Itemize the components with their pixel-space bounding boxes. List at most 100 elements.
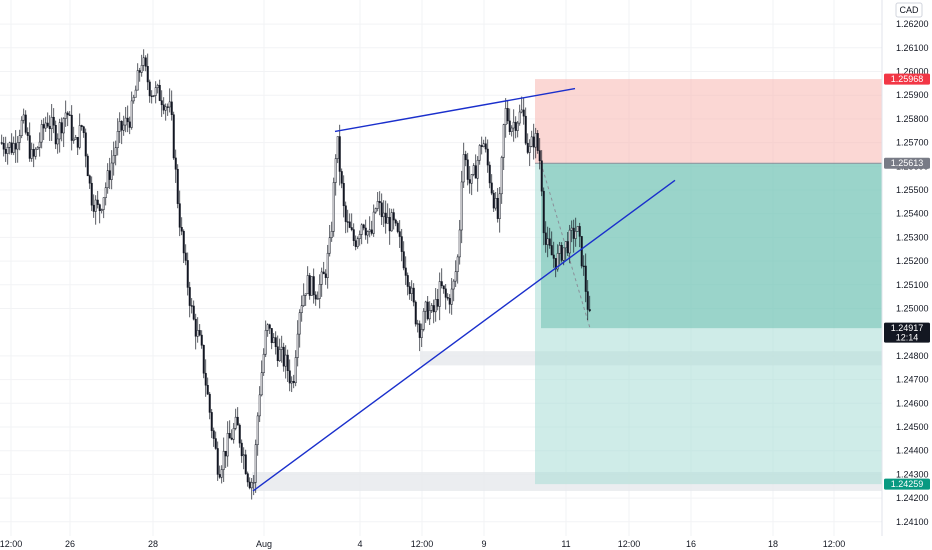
candle	[572, 219, 575, 253]
currency-box[interactable]	[895, 2, 923, 18]
candle	[288, 359, 291, 392]
candle	[146, 53, 149, 91]
candle	[410, 280, 413, 302]
candle	[298, 309, 301, 348]
x-tick-label: 9	[481, 539, 486, 549]
price-axis[interactable]: CAD 1.262001.261001.260001.259001.258001…	[881, 0, 932, 550]
candle	[354, 235, 357, 251]
y-tick-label: 1.24300	[896, 469, 929, 479]
candle	[568, 224, 571, 264]
candle	[24, 110, 27, 135]
candle	[490, 174, 493, 196]
candle	[124, 106, 127, 133]
candle	[392, 208, 395, 230]
take-profit-zone[interactable]	[535, 163, 882, 485]
candle	[494, 191, 497, 211]
x-tick-label: 12:00	[618, 539, 641, 549]
candle	[246, 471, 249, 487]
candle	[240, 439, 243, 463]
candle	[586, 280, 589, 320]
x-tick-label: 28	[148, 539, 158, 549]
candle	[292, 374, 295, 389]
candle	[406, 272, 409, 296]
candle	[330, 221, 333, 242]
candle	[142, 49, 145, 71]
entry-price-badge[interactable]: 1.25613	[884, 157, 930, 169]
candle	[208, 391, 211, 420]
candle	[106, 163, 109, 194]
candle	[432, 299, 435, 324]
candle	[346, 209, 349, 233]
x-tick-label: 16	[686, 539, 696, 549]
candle	[508, 108, 511, 135]
candle	[318, 274, 321, 309]
candle	[162, 97, 165, 115]
candle	[394, 218, 397, 227]
stop-loss-zone[interactable]	[535, 79, 882, 164]
candle	[468, 166, 471, 194]
y-tick-label: 1.26000	[896, 67, 929, 77]
candle	[570, 220, 573, 243]
y-tick-label: 1.24200	[896, 493, 929, 503]
candle	[582, 255, 585, 276]
stop-price-badge[interactable]: 1.25968	[884, 73, 930, 85]
candle	[456, 254, 459, 284]
candle	[350, 213, 353, 232]
upper-trendline[interactable]	[334, 87, 576, 133]
candle	[96, 190, 99, 209]
candle	[52, 108, 55, 134]
candle	[364, 219, 367, 240]
lower-trendline[interactable]	[252, 179, 676, 492]
candle	[306, 266, 309, 295]
candle	[376, 191, 379, 212]
candle	[286, 349, 289, 383]
candle	[396, 221, 399, 234]
candle	[526, 133, 529, 155]
candles	[0, 49, 591, 500]
candle	[442, 285, 445, 294]
candle	[152, 95, 155, 98]
candle	[438, 272, 441, 321]
candle	[544, 221, 547, 253]
candle	[38, 132, 41, 157]
candle	[30, 142, 33, 162]
candle	[258, 386, 261, 423]
candle	[534, 127, 537, 159]
candle	[558, 241, 561, 267]
target-price-badge[interactable]: 1.24259	[884, 478, 930, 490]
y-tick-label: 1.24100	[896, 517, 929, 527]
candle	[224, 450, 227, 468]
candle	[140, 54, 143, 77]
candle	[478, 144, 481, 165]
candle	[100, 208, 103, 214]
candle	[498, 187, 501, 233]
candle	[368, 216, 371, 238]
candle	[276, 335, 279, 367]
candle	[488, 161, 491, 189]
candle	[4, 136, 7, 162]
candle	[310, 276, 313, 296]
candle	[320, 267, 323, 297]
time-axis[interactable]: 12:00 26 28 Aug 4 12:00 9 11 12:00 16 18 12:00	[0, 536, 882, 550]
candle	[166, 103, 169, 116]
candle	[384, 200, 387, 234]
candle	[372, 204, 375, 237]
candle	[314, 291, 317, 306]
candle	[72, 126, 75, 144]
candle	[566, 232, 569, 256]
candle	[462, 142, 465, 188]
candle	[398, 220, 401, 248]
y-tick-label: 1.25000	[896, 304, 929, 314]
candle	[420, 323, 423, 348]
candle	[202, 344, 205, 379]
candle	[244, 449, 247, 475]
candle	[356, 236, 359, 249]
candle	[164, 103, 167, 121]
candle	[28, 122, 31, 162]
currency-label: CAD	[899, 5, 919, 15]
candle	[82, 125, 85, 138]
candle	[64, 100, 67, 127]
candle	[184, 244, 187, 266]
